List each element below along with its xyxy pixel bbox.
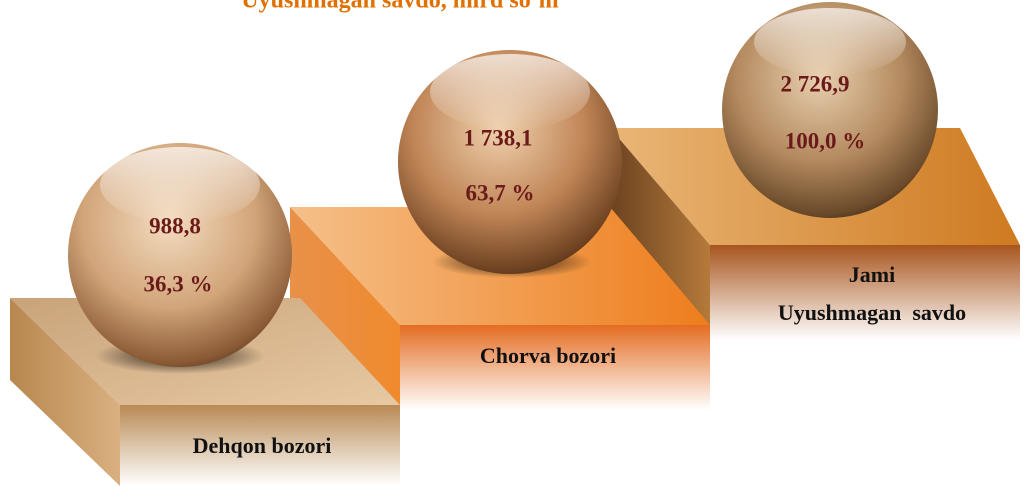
share: 63,7 % xyxy=(466,180,535,205)
step-side xyxy=(10,298,120,486)
step-label: Chorva bozori xyxy=(480,343,616,368)
step-label: Dehqon bozori xyxy=(193,433,332,458)
title: Uyushmagan savdo, mlrd so‘m xyxy=(241,0,558,14)
step-front xyxy=(120,405,400,486)
step-label: Jami xyxy=(849,262,895,287)
step-side xyxy=(290,207,400,410)
step-front xyxy=(400,325,710,410)
step-front xyxy=(710,245,1020,340)
share: 36,3 % xyxy=(144,271,213,296)
sphere-gloss xyxy=(100,147,260,223)
step-label: Uyushmagan savdo xyxy=(778,300,966,325)
sphere-gloss xyxy=(754,8,906,76)
value: 1 738,1 xyxy=(464,125,533,150)
value: 988,8 xyxy=(149,213,201,238)
step-side xyxy=(610,128,710,330)
sphere-gloss xyxy=(430,54,590,130)
share: 100,0 % xyxy=(785,128,866,153)
value: 2 726,9 xyxy=(781,71,850,96)
